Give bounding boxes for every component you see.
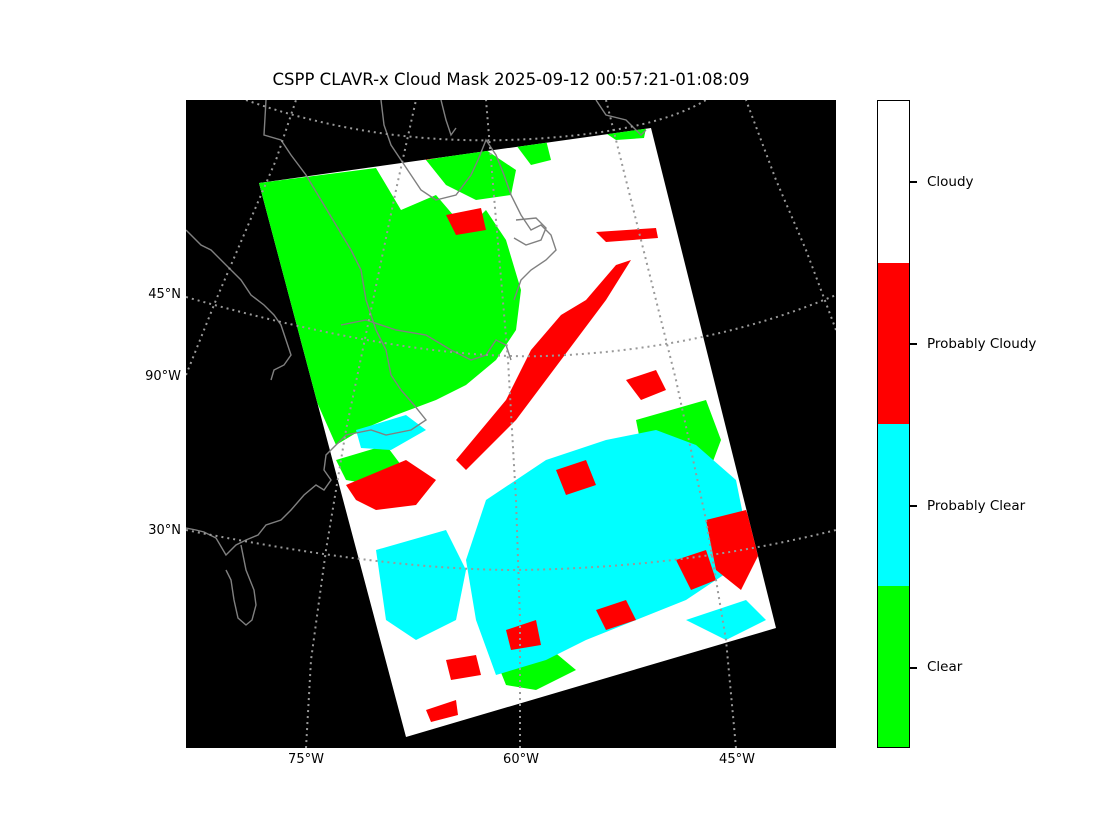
colorbar-tick [910, 667, 917, 669]
lat-label-45n: 45°N [148, 287, 181, 302]
lon-label-60w: 60°W [503, 752, 539, 767]
hudson-coast [440, 100, 457, 137]
colorbar-segment-probably-clear [878, 424, 909, 586]
chart-title: CSPP CLAVR-x Cloud Mask 2025-09-12 00:57… [272, 70, 750, 89]
meridian-30w [745, 100, 836, 331]
colorbar-label-cloudy: Cloudy [927, 174, 974, 190]
coastlines [186, 100, 647, 626]
colorbar-label-probably-clear: Probably Clear [927, 498, 1026, 514]
colorbar-tick [910, 343, 917, 345]
colorbar-segment-probably-cloudy [878, 262, 909, 424]
colorbar-label-probably-cloudy: Probably Cloudy [927, 336, 1037, 352]
meridian-60w [485, 100, 521, 748]
meridian-90w [186, 100, 297, 376]
probably-clear-regions [356, 415, 766, 675]
lon-label-75w: 75°W [288, 752, 324, 767]
lon-label-45w: 45°W [719, 752, 755, 767]
parallel-60n [245, 100, 707, 142]
colorbar [877, 100, 910, 748]
gulf-coast [186, 229, 292, 381]
florida-peninsula [225, 544, 257, 626]
graticule [186, 100, 836, 748]
cloud-mask-map [186, 100, 836, 748]
lon-label-90w: 90°W [145, 369, 181, 384]
nova-scotia-coast [513, 217, 547, 246]
us-east-coastline [186, 100, 428, 557]
colorbar-label-clear: Clear [927, 659, 963, 675]
meridian-75w [305, 100, 417, 748]
colorbar-tick [910, 505, 917, 507]
great-lakes [340, 319, 512, 361]
colorbar-tick [910, 181, 917, 183]
colorbar-segment-cloudy [878, 101, 909, 263]
newfoundland-coast [595, 100, 647, 136]
lat-label-30n: 30°N [148, 523, 181, 538]
colorbar-segment-clear [878, 585, 909, 747]
canada-coastline [380, 100, 557, 301]
meridian-45w [605, 100, 737, 748]
map-canvas [186, 100, 836, 748]
